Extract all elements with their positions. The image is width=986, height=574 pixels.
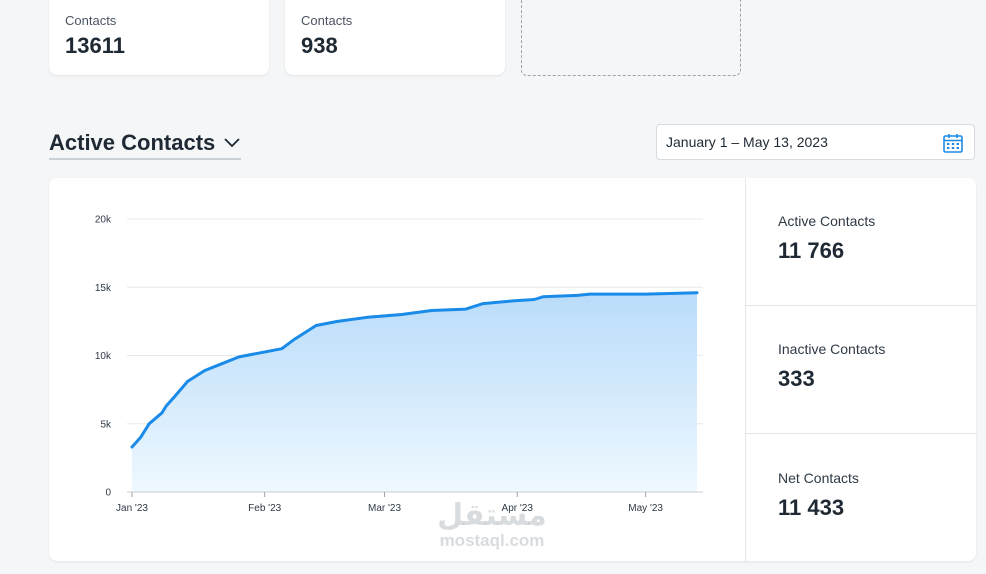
add-widget-placeholder[interactable] (521, 0, 741, 76)
stat-label: Contacts (301, 13, 353, 28)
calendar-icon[interactable] (942, 132, 964, 157)
summary-panel: Active Contacts 11 766 Inactive Contacts… (745, 178, 977, 561)
y-tick-label: 0 (105, 488, 111, 499)
series-line (130, 291, 699, 449)
x-tick-label: Feb '23 (248, 503, 281, 514)
summary-label: Active Contacts (778, 213, 876, 229)
section-title: Active Contacts (49, 130, 216, 155)
stat-card-contacts-2: Contacts 938 (285, 0, 505, 75)
stat-label: Contacts (65, 13, 117, 28)
chevron-down-icon (223, 137, 241, 149)
stat-value: 938 (301, 33, 338, 58)
summary-value: 333 (778, 366, 815, 391)
summary-label: Inactive Contacts (778, 341, 886, 357)
watermark-latin: mostaql.com (439, 531, 545, 550)
metric-dropdown[interactable]: Active Contacts (49, 130, 242, 160)
summary-value: 11 433 (778, 495, 845, 520)
x-tick-label: Apr '23 (502, 503, 534, 514)
y-tick-label: 20k (95, 215, 112, 226)
stat-value: 13611 (65, 33, 125, 58)
watermark-arabic: مستقل (437, 499, 547, 532)
stat-card-contacts-1: Contacts 13611 (49, 0, 269, 75)
summary-value: 11 766 (778, 238, 845, 263)
summary-net: Net Contacts 11 433 (746, 435, 977, 563)
active-contacts-chart: 0 5k 10k 15k 20k Jan '23 Feb '23 Mar '23 Apr '23… (95, 215, 703, 514)
summary-active: Active Contacts 11 766 (746, 178, 977, 306)
date-range-picker[interactable]: January 1 – May 13, 2023 (656, 124, 975, 160)
series-area (132, 292, 697, 492)
date-range-value: January 1 – May 13, 2023 (666, 134, 828, 150)
watermark-logo: مستقل mostaql.com (432, 500, 552, 550)
y-tick-label: 15k (95, 283, 112, 294)
active-contacts-card: 0 5k 10k 15k 20k Jan '23 Feb '23 Mar '23 Apr '23… (49, 178, 977, 561)
x-tick-label: Jan '23 (116, 503, 148, 514)
summary-label: Net Contacts (778, 470, 859, 486)
x-tick-label: Mar '23 (368, 503, 401, 514)
summary-inactive: Inactive Contacts 333 (746, 306, 977, 434)
x-tick-label: May '23 (628, 503, 663, 514)
y-tick-label: 10k (95, 351, 112, 362)
y-tick-label: 5k (100, 419, 112, 430)
